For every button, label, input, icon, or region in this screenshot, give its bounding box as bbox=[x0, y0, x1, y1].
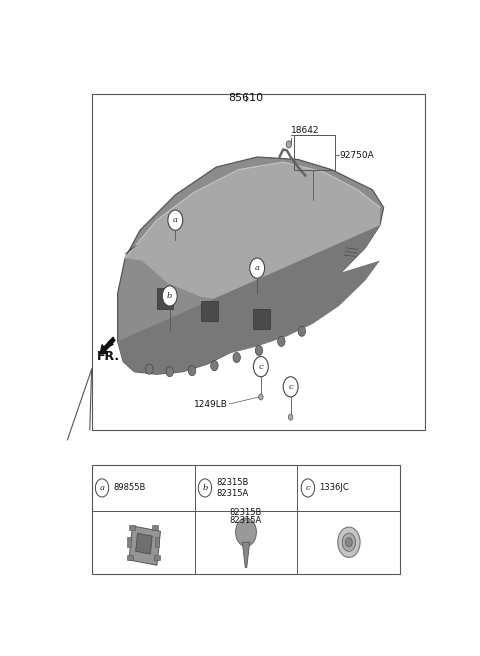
Circle shape bbox=[166, 367, 173, 377]
Text: 92750A: 92750A bbox=[340, 151, 374, 160]
Circle shape bbox=[162, 286, 177, 306]
Text: 82315B
82315A: 82315B 82315A bbox=[216, 478, 249, 498]
Text: c: c bbox=[259, 363, 263, 371]
Bar bbox=[128, 555, 133, 560]
Circle shape bbox=[233, 352, 240, 363]
Bar bbox=[152, 525, 158, 529]
Text: b: b bbox=[202, 484, 208, 492]
Text: 82315A: 82315A bbox=[230, 516, 262, 525]
Circle shape bbox=[286, 141, 291, 148]
Circle shape bbox=[346, 538, 352, 547]
Text: FR.: FR. bbox=[97, 350, 120, 363]
Text: a: a bbox=[173, 216, 178, 224]
Bar bbox=[128, 537, 131, 547]
Bar bbox=[156, 289, 173, 308]
Polygon shape bbox=[242, 543, 250, 567]
Polygon shape bbox=[125, 162, 380, 301]
Text: 1336JC: 1336JC bbox=[319, 483, 349, 493]
Circle shape bbox=[244, 520, 248, 524]
Circle shape bbox=[236, 518, 256, 546]
Circle shape bbox=[338, 527, 360, 558]
Text: 85610: 85610 bbox=[228, 93, 264, 103]
Text: a: a bbox=[99, 484, 105, 492]
Bar bbox=[92, 94, 424, 430]
Text: 89855B: 89855B bbox=[113, 483, 145, 493]
Text: c: c bbox=[288, 383, 293, 391]
Text: 1249LB: 1249LB bbox=[194, 400, 228, 409]
Circle shape bbox=[96, 479, 109, 497]
Circle shape bbox=[283, 377, 298, 397]
Circle shape bbox=[288, 414, 293, 420]
Bar bbox=[154, 555, 160, 560]
Circle shape bbox=[255, 346, 263, 356]
Bar bbox=[155, 537, 159, 547]
Bar bbox=[92, 465, 400, 574]
Circle shape bbox=[253, 357, 268, 377]
Bar bbox=[294, 135, 335, 170]
Circle shape bbox=[277, 337, 285, 346]
Bar bbox=[253, 308, 270, 329]
Text: 82315B: 82315B bbox=[230, 508, 262, 518]
Polygon shape bbox=[118, 225, 380, 374]
Circle shape bbox=[211, 361, 218, 371]
Circle shape bbox=[168, 210, 183, 230]
Bar bbox=[202, 301, 218, 321]
Text: b: b bbox=[167, 292, 172, 300]
Circle shape bbox=[188, 365, 196, 376]
Circle shape bbox=[259, 394, 263, 400]
Circle shape bbox=[145, 364, 153, 374]
Text: c: c bbox=[305, 484, 310, 492]
Circle shape bbox=[342, 533, 356, 551]
Text: a: a bbox=[255, 264, 260, 272]
Text: 18642: 18642 bbox=[291, 127, 320, 135]
FancyArrow shape bbox=[100, 337, 115, 354]
Bar bbox=[129, 526, 160, 565]
Circle shape bbox=[250, 258, 264, 278]
Circle shape bbox=[298, 326, 306, 337]
Bar bbox=[136, 533, 152, 554]
Circle shape bbox=[198, 479, 212, 497]
Bar bbox=[129, 525, 134, 529]
Polygon shape bbox=[118, 157, 384, 374]
Circle shape bbox=[301, 479, 314, 497]
